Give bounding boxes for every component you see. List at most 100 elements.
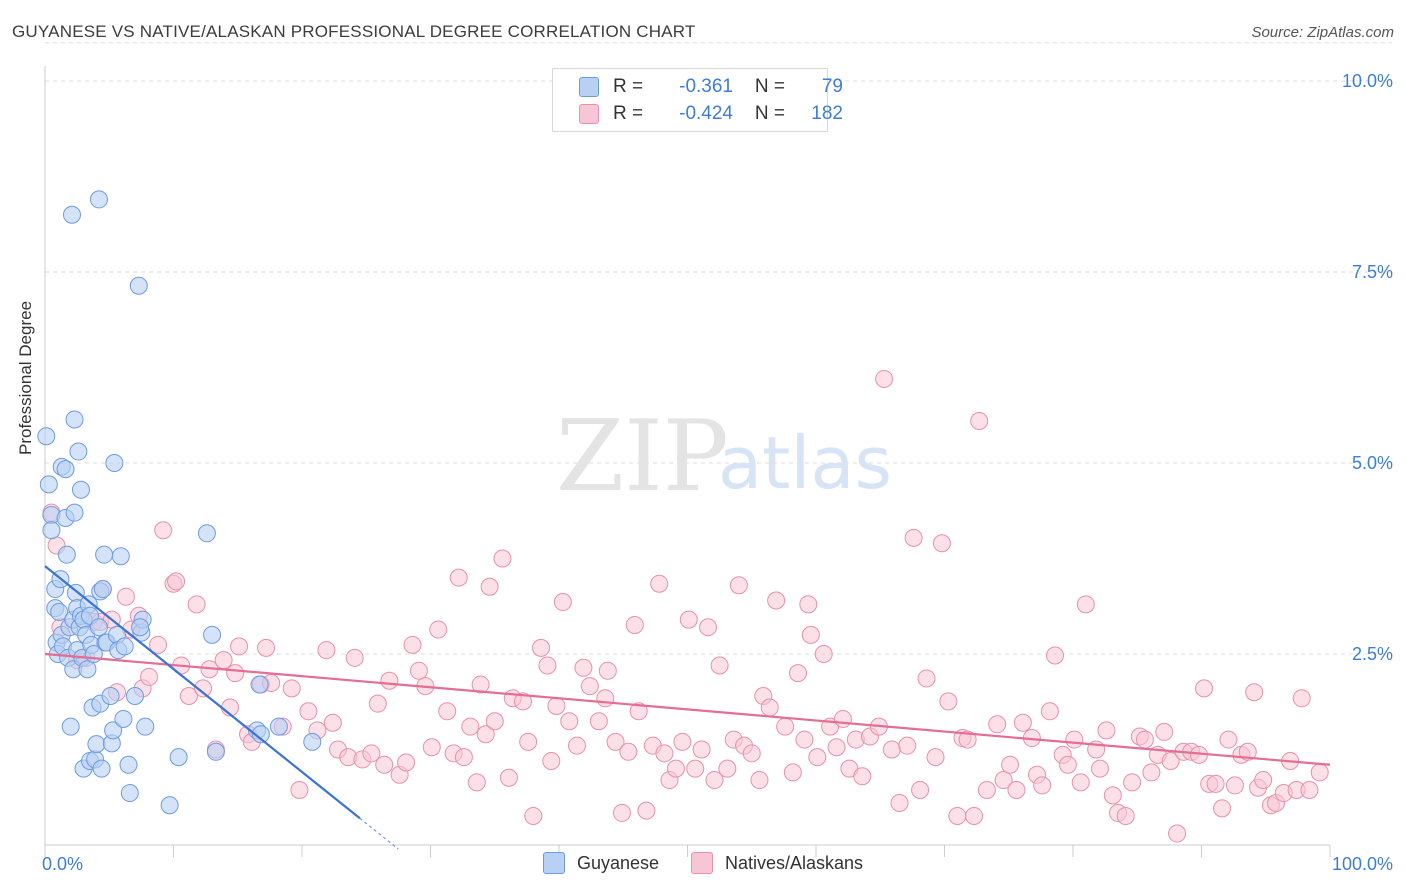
natives-point — [149, 635, 168, 654]
natives-point — [397, 753, 416, 772]
legend-n-value: 182 — [811, 103, 843, 124]
natives-point — [750, 771, 769, 790]
natives-point — [1046, 646, 1065, 665]
guyanese-point — [69, 442, 88, 461]
guyanese-point — [197, 524, 216, 543]
legend-row-natives: R = -0.424 N = 182 — [579, 102, 843, 126]
natives-point — [438, 702, 457, 721]
natives-point — [345, 648, 364, 667]
guyanese-point — [203, 625, 222, 644]
source-label: Source: ZipAtlas.com — [1251, 24, 1394, 41]
natives-point — [194, 679, 213, 698]
natives-point — [514, 692, 533, 711]
natives-point — [1071, 773, 1090, 792]
natives-point — [1213, 799, 1232, 818]
natives-point — [542, 751, 561, 770]
natives-point — [230, 637, 249, 656]
guyanese-point — [95, 545, 114, 564]
natives-point — [140, 667, 159, 686]
natives-point — [1007, 780, 1026, 799]
natives-point — [257, 638, 276, 657]
legend-n-label: N = — [754, 103, 785, 124]
natives-point — [1076, 595, 1095, 614]
natives-point — [589, 712, 608, 731]
legend-item-natives[interactable]: Natives/Alaskans — [691, 852, 863, 874]
natives-point — [467, 773, 486, 792]
guyanese-point — [129, 276, 148, 295]
natives-point — [290, 780, 309, 799]
natives-point — [167, 572, 186, 591]
natives-point — [403, 635, 422, 654]
guyanese-point — [89, 190, 108, 209]
natives-point — [553, 593, 572, 612]
natives-point — [1310, 763, 1329, 782]
natives-point — [911, 780, 930, 799]
x-tick-label: 0.0% — [42, 854, 83, 874]
guyanese-point — [71, 480, 90, 499]
watermark-atlas: atlas — [718, 421, 892, 505]
guyanese-point — [65, 503, 84, 522]
legend-swatch-natives — [579, 104, 599, 124]
natives-point — [926, 748, 945, 767]
natives-point — [988, 715, 1007, 734]
natives-point — [619, 742, 638, 761]
guyanese-point — [37, 427, 56, 446]
natives-point — [1040, 702, 1059, 721]
natives-point — [729, 576, 748, 595]
natives-point — [875, 369, 894, 388]
natives-point — [409, 661, 428, 680]
natives-point — [1168, 824, 1187, 843]
natives-point — [1245, 683, 1264, 702]
natives-point — [904, 528, 923, 547]
natives-point — [368, 694, 387, 713]
guyanese-point — [115, 637, 134, 656]
natives-point — [362, 744, 381, 763]
guyanese-point — [114, 709, 133, 728]
guyanese-point — [62, 205, 81, 224]
guyanese-point — [57, 545, 76, 564]
natives-point — [1142, 763, 1161, 782]
guyanese-point — [303, 732, 322, 751]
natives-point — [776, 717, 795, 736]
natives-point — [429, 620, 448, 639]
natives-point — [1103, 786, 1122, 805]
guyanese-point — [104, 721, 123, 740]
natives-point — [612, 803, 631, 822]
natives-point — [977, 780, 996, 799]
natives-point — [801, 625, 820, 644]
natives-point — [965, 806, 984, 825]
natives-point — [783, 763, 802, 782]
natives-point — [710, 656, 729, 675]
natives-point — [282, 679, 301, 698]
legend-r-label: R = — [613, 76, 644, 97]
natives-point — [1225, 776, 1244, 795]
natives-point — [1097, 721, 1116, 740]
natives-point — [655, 744, 674, 763]
natives-point — [380, 671, 399, 690]
natives-point — [692, 740, 711, 759]
legend-row-guyanese: R = -0.361 N = 79 — [579, 75, 843, 99]
natives-point — [1033, 776, 1052, 795]
natives-point — [1238, 742, 1257, 761]
legend-r-value: -0.361 — [679, 76, 733, 97]
watermark: ZIP atlas — [556, 400, 892, 514]
natives-point — [606, 732, 625, 751]
natives-point — [827, 738, 846, 757]
natives-point — [939, 692, 958, 711]
gridlines — [45, 42, 1392, 655]
tick-labels: 2.5% 5.0% 7.5% 10.0% 0.0% 100.0% — [42, 71, 1393, 874]
natives-point — [917, 669, 936, 688]
guyanese-point — [101, 687, 120, 706]
natives-point — [686, 759, 705, 778]
guyanese-point — [89, 618, 108, 637]
natives-point — [1155, 722, 1174, 741]
guyanese-point — [250, 675, 269, 694]
natives-point — [1300, 780, 1319, 799]
legend-item-guyanese[interactable]: Guyanese — [542, 852, 659, 874]
natives-point — [461, 717, 480, 736]
natives-point — [1058, 755, 1077, 774]
natives-point — [799, 595, 818, 614]
natives-point — [567, 736, 586, 755]
natives-point — [673, 732, 692, 751]
